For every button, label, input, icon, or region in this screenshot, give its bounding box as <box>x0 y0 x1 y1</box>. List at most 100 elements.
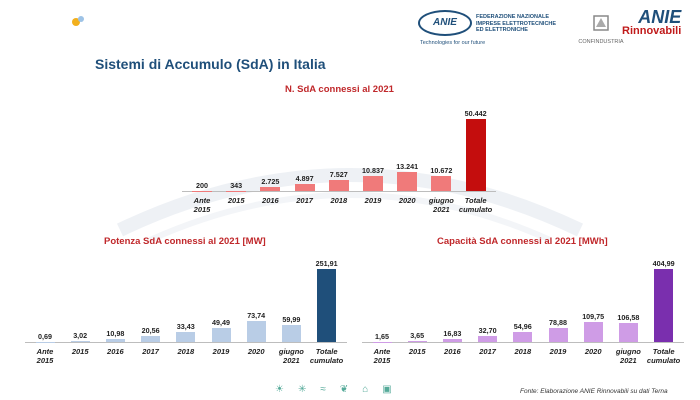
data-label: 20,56 <box>141 326 160 336</box>
tick-label: 2020 <box>247 347 265 356</box>
corner-sun-icon <box>72 16 84 26</box>
tick-label: 2020 <box>398 196 416 205</box>
tick-label: 2018 <box>330 196 348 205</box>
tick-label: Ante 2015 <box>36 347 54 365</box>
bar-7 <box>618 322 638 342</box>
tick-label: Ante 2015 <box>373 347 391 365</box>
bar-7 <box>281 324 301 342</box>
wind-icon: ✳ <box>297 384 321 395</box>
data-label: 32,70 <box>478 326 497 336</box>
leaf-icon: ❦ <box>339 384 363 395</box>
data-label: 200 <box>196 180 208 190</box>
tick-label: 2019 <box>212 347 230 356</box>
bar-6 <box>246 320 266 342</box>
data-label: 33,43 <box>176 322 195 332</box>
tick-label: 2017 <box>479 347 496 356</box>
bar-8 <box>654 269 674 342</box>
data-label: 2.725 <box>261 177 280 187</box>
tick-label: Ante 2015 <box>193 196 211 214</box>
bar-4 <box>328 180 349 191</box>
tick-label: giugno 2021 <box>428 196 454 214</box>
plug-icon: ▣ <box>382 384 406 395</box>
tick-label: 2017 <box>296 196 313 205</box>
bar-8 <box>317 269 337 342</box>
bar-5 <box>548 327 568 342</box>
bar-7 <box>431 175 452 191</box>
data-label: 7.527 <box>329 170 348 180</box>
tick-label: 2019 <box>549 347 567 356</box>
bar-1 <box>70 341 90 342</box>
data-label: 16,83 <box>443 328 462 338</box>
anie-federation-logo: ANIE FEDERAZIONE NAZIONALE IMPRESE ELETT… <box>418 10 558 50</box>
tick-label: 2020 <box>584 347 602 356</box>
tick-label: Totale cumulato <box>309 347 344 365</box>
confindustria-logo: CONFINDUSTRIA <box>576 14 626 45</box>
data-label: 10.837 <box>362 165 384 175</box>
bar-2 <box>260 187 281 191</box>
chart-baseline <box>182 191 496 192</box>
tick-label: 2016 <box>444 347 461 356</box>
confindustria-emblem-icon <box>593 15 609 31</box>
tick-label: 2016 <box>262 196 279 205</box>
data-label: 4.897 <box>295 174 314 183</box>
bar-3 <box>141 336 161 342</box>
chart-title: N. SdA connessi al 2021 <box>285 84 394 95</box>
bar-2 <box>105 338 125 342</box>
tick-label: 2015 <box>408 347 426 356</box>
data-label: 404,99 <box>652 259 675 268</box>
tick-label: giugno 2021 <box>615 347 641 365</box>
data-label: 59,99 <box>282 314 301 324</box>
tick-label: Totale cumulato <box>646 347 681 365</box>
source-note: Fonte: Elaborazione ANIE Rinnovabili su … <box>520 388 668 395</box>
tick-label: 2016 <box>107 347 124 356</box>
anie-federation-line: FEDERAZIONE NAZIONALE <box>476 14 550 20</box>
bar-2 <box>442 338 462 342</box>
anie-logo-mark: ANIE <box>418 10 472 36</box>
chart-title: Capacità SdA connessi al 2021 [MWh] <box>437 236 608 247</box>
tick-label: 2015 <box>71 347 89 356</box>
anie-tagline: Technologies for our future <box>420 40 486 46</box>
confindustria-label: CONFINDUSTRIA <box>578 39 624 45</box>
bar-6 <box>397 172 418 191</box>
data-label: 54,96 <box>513 322 532 332</box>
data-label: 109,75 <box>582 312 605 322</box>
data-label: 3,02 <box>73 331 88 341</box>
data-label: 73,74 <box>247 310 266 320</box>
anie-federation-line: ED ELETTRONICHE <box>476 27 528 33</box>
anie-rinnovabili-logo: ANIE Rinnovabili <box>622 8 681 37</box>
data-label: 49,49 <box>212 317 230 327</box>
bar-3 <box>294 184 315 191</box>
bar-1 <box>407 341 427 342</box>
brand-top: ANIE <box>638 7 682 27</box>
tick-label: 2015 <box>227 196 245 205</box>
water-icon: ≈ <box>320 384 340 395</box>
bar-3 <box>478 336 498 342</box>
bar-6 <box>583 322 603 342</box>
page-title: Sistemi di Accumulo (SdA) in Italia <box>95 56 326 72</box>
data-label: 1,65 <box>375 331 389 341</box>
data-label: 13.241 <box>396 162 419 172</box>
bar-4 <box>176 332 196 342</box>
home-icon: ⌂ <box>362 384 383 395</box>
tick-label: 2019 <box>364 196 382 205</box>
data-label: 78,88 <box>549 317 567 327</box>
tick-label: 2018 <box>514 347 532 356</box>
bar-5 <box>363 175 383 191</box>
brand-bottom: Rinnovabili <box>622 25 682 37</box>
data-label: 50.442 <box>464 109 487 118</box>
tick-label: Totale cumulato <box>458 196 493 214</box>
data-label: 343 <box>230 180 243 190</box>
data-label: 10.672 <box>430 165 453 175</box>
bar-8 <box>465 119 486 191</box>
tick-label: giugno 2021 <box>278 347 304 365</box>
tick-label: 2017 <box>142 347 159 356</box>
sun-icon: ☀ <box>275 384 298 395</box>
data-label: 10,98 <box>106 328 125 338</box>
chart-baseline <box>25 342 347 343</box>
footer-icons: ☀✳≈❦⌂▣ <box>275 384 406 395</box>
data-label: 106,58 <box>617 312 640 322</box>
bar-4 <box>513 332 533 342</box>
anie-federation-text: FEDERAZIONE NAZIONALE IMPRESE ELETTROTEC… <box>476 14 556 34</box>
data-label: 251,91 <box>315 259 338 268</box>
chart-title: Potenza SdA connessi al 2021 [MW] <box>104 236 266 247</box>
